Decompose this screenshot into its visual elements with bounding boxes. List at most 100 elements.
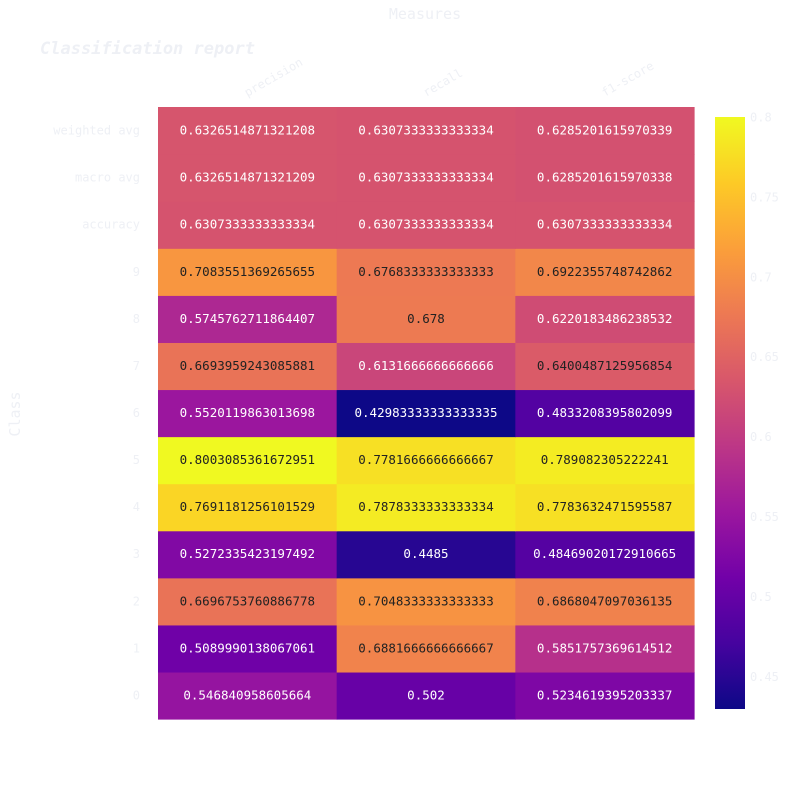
y-tick-label: 1	[133, 641, 140, 655]
heatmap-cell	[158, 577, 338, 626]
heatmap-cell	[336, 624, 516, 673]
y-tick-label: macro avg	[75, 171, 140, 185]
cell-value-label: 0.5272335423197492	[180, 546, 315, 561]
heatmap-cell	[158, 295, 338, 343]
heatmap-cell	[515, 154, 695, 202]
heatmap-cell	[158, 483, 338, 532]
cell-value-label: 0.5520119863013698	[180, 405, 315, 420]
heatmap-cell	[515, 295, 695, 343]
heatmap-cell	[158, 530, 338, 579]
y-tick-label: 4	[133, 500, 140, 514]
cell-value-label: 0.6881666666666667	[358, 640, 493, 655]
cell-value-label: 0.7691181256101529	[180, 499, 315, 514]
cell-value-label: 0.6131666666666666	[358, 358, 493, 373]
heatmap-cell	[336, 248, 516, 296]
colorbar-tick-label: 0.7	[750, 270, 772, 284]
heatmap-cell	[515, 201, 695, 249]
cell-value-label: 0.6400487125956854	[537, 358, 672, 373]
heatmap-cell	[515, 530, 695, 579]
cell-value-label: 0.5745762711864407	[180, 311, 315, 326]
cell-value-label: 0.6768333333333333	[358, 264, 493, 279]
cell-value-label: 0.6307333333333334	[180, 217, 315, 232]
cell-value-label: 0.6285201615970339	[537, 123, 672, 138]
colorbar-tick-label: 0.65	[750, 350, 779, 364]
cell-value-label: 0.6220183486238532	[537, 311, 672, 326]
heatmap-cell	[158, 671, 338, 720]
heatmap-cell	[336, 107, 516, 155]
heatmap-cell	[515, 436, 695, 485]
colorbar-tick-label: 0.55	[750, 510, 779, 524]
colorbar-gradient	[715, 117, 745, 709]
y-tick-label: 8	[133, 312, 140, 326]
cell-value-label: 0.4833208395802099	[537, 405, 672, 420]
cell-value-label: 0.5851757369614512	[537, 640, 672, 655]
heatmap-cell	[515, 107, 695, 155]
cell-value-label: 0.6307333333333334	[358, 170, 493, 185]
x-tick-label: recall	[421, 66, 466, 100]
cell-value-label: 0.4485	[403, 546, 448, 561]
heatmap-cell	[336, 295, 516, 343]
cell-value-label: 0.6307333333333334	[358, 217, 493, 232]
cell-value-label: 0.6868047097036135	[537, 593, 672, 608]
colorbar-tick-label: 0.8	[750, 110, 772, 124]
heatmap-cell	[158, 248, 338, 296]
y-tick-label: 9	[133, 265, 140, 279]
heatmap-cell	[336, 389, 516, 438]
cell-value-label: 0.546840958605664	[183, 687, 311, 702]
colorbar: 0.45 0.5 0.55 0.6 0.65 0.7 0.75 0.8	[715, 110, 779, 709]
heatmap-cell	[515, 671, 695, 720]
cell-value-label: 0.678	[407, 311, 445, 326]
cell-value-label: 0.502	[407, 687, 445, 702]
cell-value-label: 0.6307333333333334	[537, 217, 672, 232]
heatmap-cell	[515, 577, 695, 626]
cell-value-label: 0.6693959243085881	[180, 358, 315, 373]
y-tick-label: 0	[133, 688, 140, 702]
cell-value-label: 0.6326514871321209	[180, 170, 315, 185]
colorbar-tick-label: 0.6	[750, 430, 772, 444]
y-tick-label: 2	[133, 594, 140, 608]
cell-value-label: 0.42983333333333335	[355, 405, 498, 420]
heatmap-cell	[336, 154, 516, 202]
heatmap-cell	[336, 577, 516, 626]
y-tick-label: weighted avg	[53, 124, 140, 138]
x-tick-label: precision	[242, 55, 305, 100]
cell-value-label: 0.6922355748742862	[537, 264, 672, 279]
cell-value-label: 0.7048333333333333	[358, 593, 493, 608]
heatmap-cell	[515, 483, 695, 532]
cell-value-label: 0.5089990138067061	[180, 640, 315, 655]
heatmap-cell	[515, 342, 695, 391]
x-axis-ticks: precision recall f1-score	[242, 55, 656, 100]
heatmap-cell	[515, 248, 695, 296]
heatmap-cell	[336, 342, 516, 391]
heatmap-cell	[158, 342, 338, 391]
x-axis-title: Measures	[389, 5, 461, 23]
y-axis-title: Class	[6, 391, 24, 436]
cell-value-label: 0.789082305222241	[541, 452, 669, 467]
y-axis-ticks: 0 1 2 3 4 5 6 7 8 9 accuracy macro avg weighted avg	[53, 124, 140, 703]
heatmap-cell	[336, 201, 516, 249]
colorbar-tick-label: 0.5	[750, 590, 772, 604]
heatmap-cell	[158, 201, 338, 249]
cell-value-label: 0.7083551369265655	[180, 264, 315, 279]
heatmap-cell	[158, 107, 338, 155]
cell-value-label: 0.6326514871321208	[180, 123, 315, 138]
x-tick-label: f1-score	[599, 59, 656, 100]
y-tick-label: accuracy	[82, 218, 140, 232]
heatmap-cell	[336, 671, 516, 720]
cell-value-label: 0.8003085361672951	[180, 452, 315, 467]
cell-value-label: 0.6285201615970338	[537, 170, 672, 185]
heatmap-cell	[336, 530, 516, 579]
cell-value-label: 0.7783632471595587	[537, 499, 672, 514]
y-tick-label: 3	[133, 547, 140, 561]
chart-title: Classification report	[40, 39, 255, 59]
heatmap-cell	[515, 624, 695, 673]
heatmap-cell	[158, 154, 338, 202]
cell-value-label: 0.6307333333333334	[358, 123, 493, 138]
cell-value-label: 0.7781666666666667	[358, 452, 493, 467]
cell-value-label: 0.48469020172910665	[533, 546, 676, 561]
heatmap-cell	[336, 436, 516, 485]
cell-value-label: 0.5234619395203337	[537, 687, 672, 702]
colorbar-tick-label: 0.45	[750, 670, 779, 684]
heatmap-cell	[158, 389, 338, 438]
